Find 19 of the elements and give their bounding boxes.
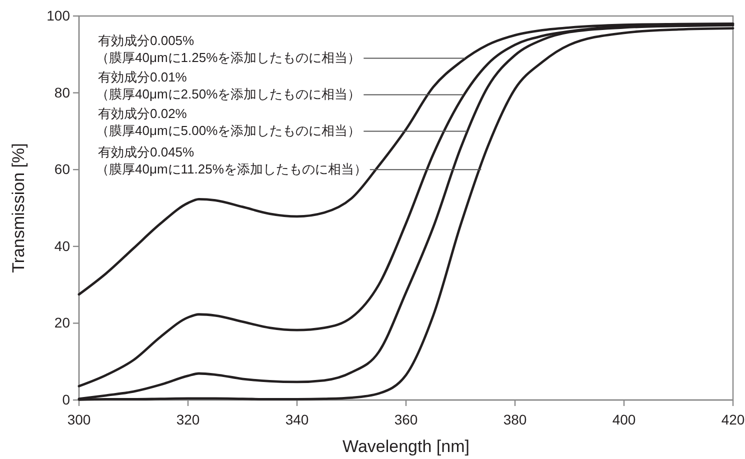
y-axis-title: Transmission [%] [9, 143, 28, 273]
annotation: 有効成分0.01% （膜厚40μmに2.50%を添加したものに相当） [96, 70, 361, 102]
y-tick-label: 40 [54, 238, 70, 254]
x-tick-label: 420 [721, 411, 745, 428]
y-tick-label: 80 [54, 84, 70, 100]
x-tick-label: 360 [394, 411, 418, 428]
annotation: 有効成分0.005% （膜厚40μmに1.25%を添加したものに相当） [96, 33, 361, 66]
x-axis-title: Wavelength [nm] [342, 437, 470, 456]
y-tick-label: 100 [46, 7, 70, 24]
x-tick-label: 320 [176, 411, 200, 428]
y-tick-label: 20 [54, 314, 70, 331]
x-tick-label: 340 [285, 411, 309, 428]
x-tick-label: 300 [67, 411, 91, 428]
annotation: 有効成分0.02% （膜厚40μmに5.00%を添加したものに相当） [96, 106, 361, 138]
x-tick-label: 400 [612, 411, 636, 428]
y-tick-label: 60 [54, 161, 70, 178]
x-tick-label: 380 [503, 411, 527, 428]
y-tick-label: 0 [62, 391, 70, 408]
annotation: 有効成分0.045% （膜厚40μmに11.25%を添加したものに相当） [96, 144, 367, 177]
